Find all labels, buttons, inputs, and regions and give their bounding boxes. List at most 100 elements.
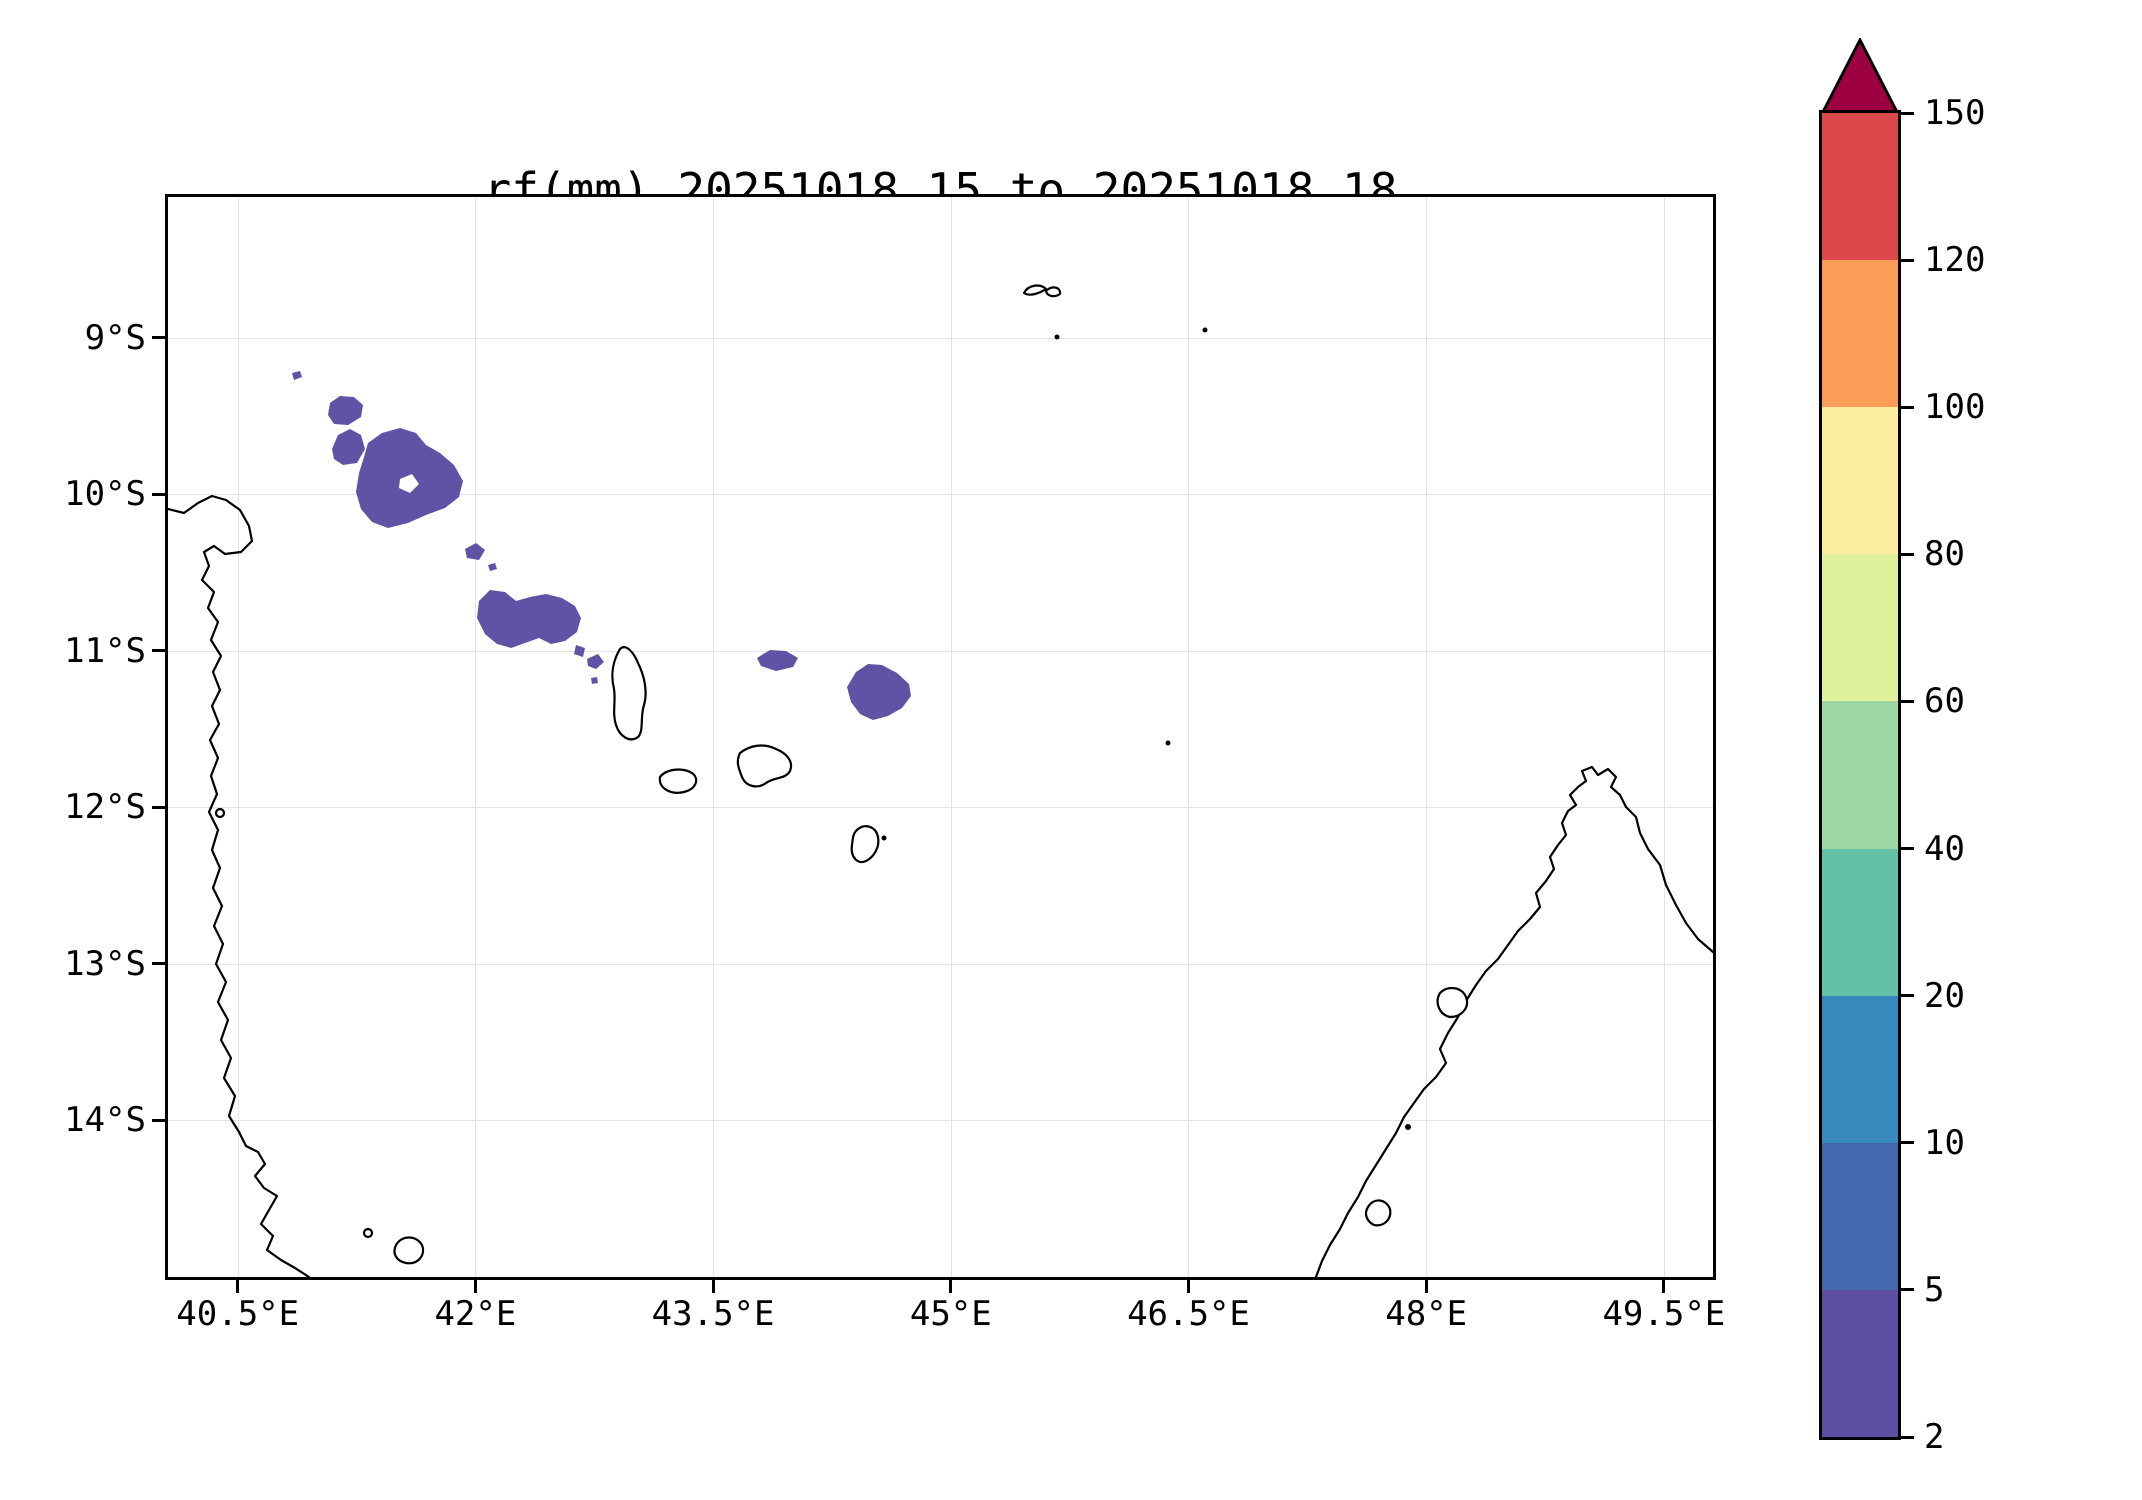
gridline-vertical — [1426, 197, 1428, 1277]
x-tick-label: 40.5°E — [176, 1294, 300, 1334]
colorbar-tick-label: 100 — [1924, 387, 1986, 428]
colorbar-segment — [1822, 701, 1898, 849]
rain-patch — [356, 428, 463, 528]
rain-patch — [757, 650, 798, 671]
y-tick-label: 9°S — [84, 317, 146, 358]
rain-patch — [847, 664, 911, 720]
y-tick-label: 13°S — [64, 943, 146, 984]
gridline-vertical — [237, 197, 239, 1277]
colorbar-segment — [1822, 1142, 1898, 1290]
map-plot-area — [168, 197, 1713, 1277]
gridline-vertical — [950, 197, 952, 1277]
colorbar-tick-mark — [1901, 405, 1914, 409]
colorbar-tick-label: 20 — [1924, 975, 1965, 1016]
coastal-island-south — [393, 1236, 425, 1265]
atoll-outline-west — [1022, 284, 1048, 296]
anjouan-island — [736, 744, 793, 788]
mayotte-island — [850, 825, 880, 864]
rain-patch — [477, 590, 581, 648]
colorbar-tick-mark — [1901, 1141, 1914, 1145]
x-tick-mark — [1424, 1279, 1428, 1293]
colorbar-tick-label: 10 — [1924, 1122, 1965, 1163]
gridline-vertical — [1188, 197, 1190, 1277]
gridline-vertical — [475, 197, 477, 1277]
islet-speck-1 — [1054, 334, 1060, 340]
y-tick-mark — [152, 336, 166, 340]
colorbar-segment — [1822, 1289, 1898, 1437]
colorbar-segment — [1822, 995, 1898, 1143]
moheli-island — [658, 768, 698, 794]
colorbar-tick-label: 60 — [1924, 681, 1965, 722]
x-tick-label: 49.5°E — [1602, 1294, 1726, 1334]
grande-comore-island — [611, 646, 647, 741]
y-tick-label: 10°S — [64, 474, 146, 515]
rain-patch — [488, 563, 497, 571]
x-tick-mark — [1186, 1279, 1190, 1293]
x-tick-label: 46.5°E — [1127, 1294, 1250, 1334]
gridline-horizontal — [168, 807, 1713, 809]
y-tick-label: 14°S — [64, 1100, 146, 1141]
colorbar-tick-label: 150 — [1924, 93, 1986, 133]
x-tick-label: 43.5°E — [651, 1294, 775, 1334]
rain-patch — [332, 429, 365, 465]
madagascar-islet-speck — [1405, 1124, 1411, 1130]
colorbar-tick-mark — [1901, 1288, 1914, 1292]
y-tick-mark — [152, 492, 166, 496]
colorbar-extend-max-triangle — [1820, 38, 1900, 116]
colorbar-segment — [1822, 554, 1898, 702]
x-tick-mark — [473, 1279, 477, 1293]
colorbar-tick-mark — [1901, 111, 1914, 115]
rain-patch — [465, 543, 485, 560]
rain-patch — [328, 396, 363, 425]
islet-speck-2 — [1202, 327, 1208, 333]
gridline-vertical — [713, 197, 715, 1277]
rainfall-contour-layer — [292, 371, 911, 720]
x-tick-mark — [949, 1279, 953, 1293]
colorbar-tick-mark — [1901, 258, 1914, 262]
gridline-horizontal — [168, 494, 1713, 496]
mayotte-islet — [881, 835, 887, 841]
colorbar-tick-label: 5 — [1924, 1269, 1945, 1310]
colorbar-segment — [1822, 113, 1898, 261]
y-tick-mark — [152, 649, 166, 653]
islet-speck-3 — [1165, 740, 1171, 746]
colorbar-bar — [1822, 113, 1898, 1437]
gridline-horizontal — [168, 650, 1713, 652]
y-tick-mark — [152, 805, 166, 809]
y-tick-label: 12°S — [64, 787, 146, 828]
colorbar-segment — [1822, 407, 1898, 555]
rain-patch — [587, 654, 604, 669]
y-tick-mark — [152, 1118, 166, 1122]
madagascar-west-islet — [1364, 1199, 1392, 1227]
colorbar-segment — [1822, 848, 1898, 996]
gridline-horizontal — [168, 1120, 1713, 1122]
colorbar-tick-label: 120 — [1924, 240, 1986, 281]
africa-coastline — [168, 494, 311, 1277]
atoll-outline-east — [1044, 286, 1062, 298]
x-tick-mark — [236, 1279, 240, 1293]
colorbar-tick-mark — [1901, 1435, 1914, 1439]
x-tick-mark — [1662, 1279, 1666, 1293]
x-tick-label: 42°E — [434, 1294, 517, 1334]
colorbar-tick-mark — [1901, 552, 1914, 556]
y-tick-mark — [152, 962, 166, 966]
rain-patch — [292, 371, 302, 380]
x-tick-mark — [711, 1279, 715, 1293]
x-tick-label: 48°E — [1385, 1294, 1468, 1334]
colorbar-tick-label: 40 — [1924, 828, 1965, 869]
coastline-paths — [168, 284, 1713, 1277]
gridline-vertical — [1663, 197, 1665, 1277]
nosy-be-island — [1436, 987, 1469, 1019]
gridline-horizontal — [168, 337, 1713, 339]
colorbar-tick-mark — [1901, 699, 1914, 703]
colorbar-segment — [1822, 260, 1898, 408]
coastal-islet — [214, 807, 226, 819]
colorbar-tick-mark — [1901, 847, 1914, 851]
colorbar-tick-label: 2 — [1924, 1417, 1945, 1457]
colorbar-tick-label: 80 — [1924, 534, 1965, 575]
rain-patch — [591, 677, 598, 684]
coastal-islet-south — [362, 1227, 374, 1239]
coastline-map — [168, 284, 1713, 1277]
madagascar-coastline — [1314, 765, 1713, 1277]
